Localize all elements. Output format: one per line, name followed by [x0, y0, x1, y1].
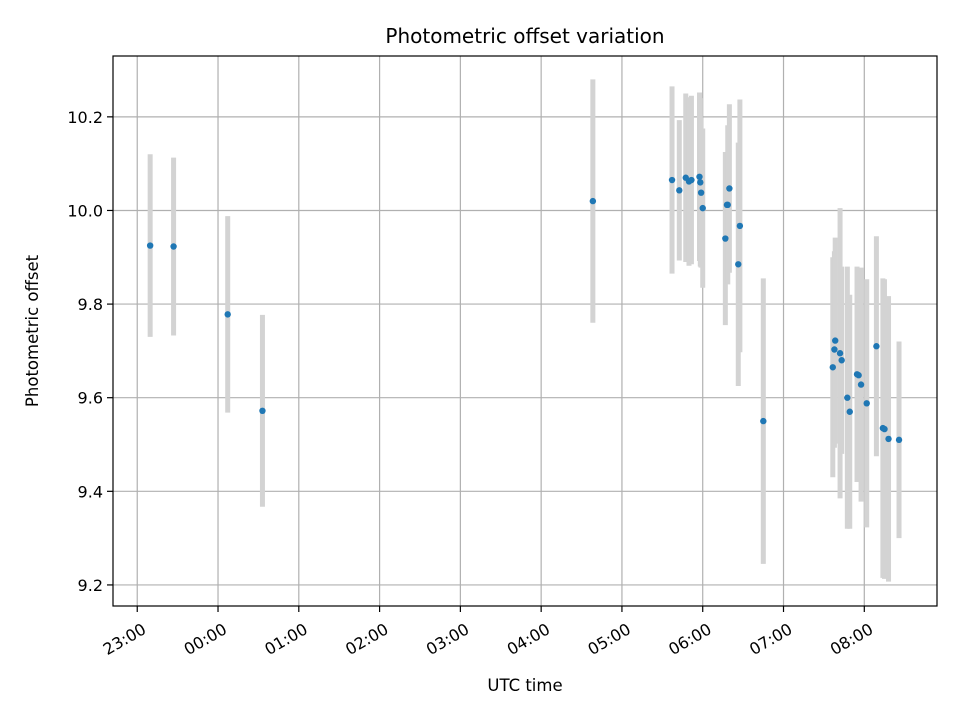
- data-point: [170, 243, 177, 250]
- data-point: [832, 337, 839, 344]
- data-point: [668, 176, 676, 184]
- data-point: [722, 235, 729, 242]
- chart-title: Photometric offset variation: [385, 24, 664, 48]
- data-point: [736, 222, 744, 230]
- y-tick-label: 9.8: [78, 295, 103, 314]
- data-point: [224, 311, 231, 318]
- data-point: [838, 357, 845, 364]
- data-point: [696, 173, 703, 180]
- data-point: [697, 189, 705, 196]
- data-point: [259, 407, 266, 415]
- y-axis: 9.2 9.4 9.6 9.8 10.0 10.2: [67, 108, 113, 595]
- y-tick-label: 9.2: [78, 576, 103, 595]
- data-point: [676, 187, 683, 194]
- plot-frame: [112, 55, 938, 607]
- data-point: [844, 394, 851, 401]
- grid-lines: [113, 56, 937, 606]
- y-tick-label: 9.6: [78, 389, 103, 408]
- y-tick-label: 9.4: [78, 482, 103, 501]
- data-point: [863, 400, 870, 407]
- y-tick-label: 10.0: [67, 201, 103, 220]
- data-point: [873, 343, 880, 350]
- data-point: [688, 176, 695, 184]
- data-point: [735, 261, 742, 268]
- data-point: [589, 197, 597, 205]
- y-tick-label: 10.2: [67, 108, 103, 127]
- data-point: [146, 242, 154, 249]
- data-point: [895, 436, 903, 444]
- data-points: [146, 173, 903, 444]
- data-point: [885, 435, 892, 443]
- y-axis-label: Photometric offset: [23, 254, 42, 407]
- data-point: [881, 425, 888, 433]
- data-point: [836, 350, 844, 357]
- data-point: [855, 372, 862, 379]
- data-point: [726, 185, 733, 192]
- data-point: [760, 417, 767, 425]
- data-point: [857, 381, 865, 388]
- data-point: [831, 346, 838, 353]
- data-point: [846, 408, 853, 415]
- data-point: [724, 201, 731, 209]
- x-axis-label: UTC time: [487, 676, 562, 695]
- data-point: [699, 204, 706, 212]
- data-point: [697, 179, 704, 186]
- data-point: [829, 364, 836, 371]
